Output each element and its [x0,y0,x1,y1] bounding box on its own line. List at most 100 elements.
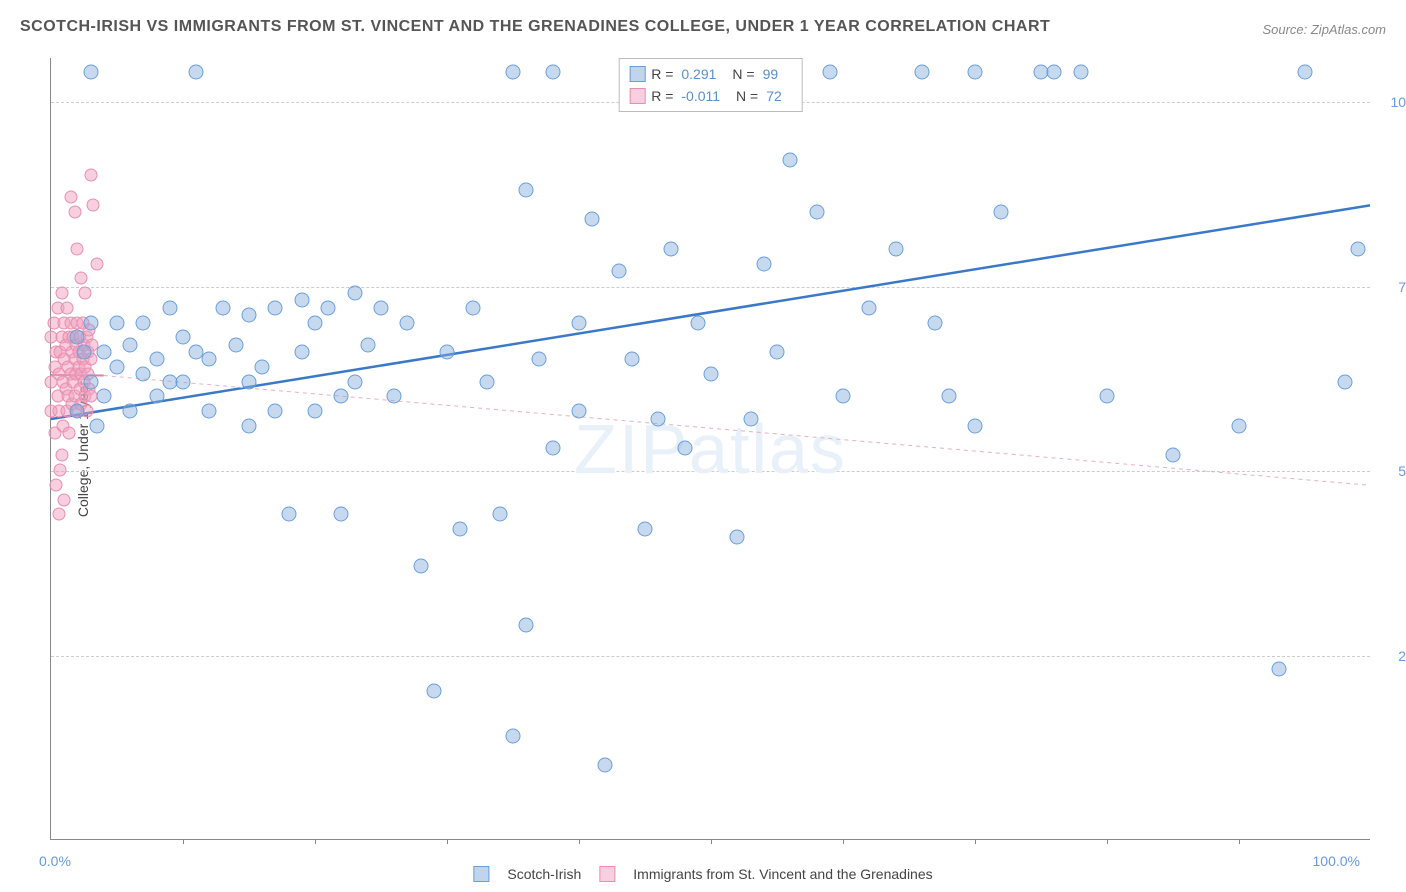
x-tick [447,839,448,844]
blue-point [453,522,468,537]
blue-point [176,330,191,345]
pink-point [63,427,76,440]
blue-point [1298,64,1313,79]
blue-point [294,293,309,308]
n-label: N = [732,66,754,82]
pink-point [52,508,65,521]
blue-point [268,404,283,419]
x-axis-min-label: 0.0% [39,853,71,869]
blue-point [202,404,217,419]
gridline [51,656,1370,657]
blue-point [572,315,587,330]
r-value: 0.291 [681,66,716,82]
blue-point [756,256,771,271]
blue-point [387,389,402,404]
y-tick-label: 25.0% [1380,648,1406,664]
blue-point [70,330,85,345]
blue-point [110,359,125,374]
pink-point [58,493,71,506]
y-tick-label: 50.0% [1380,463,1406,479]
blue-point [572,404,587,419]
blue-point [690,315,705,330]
blue-point [519,182,534,197]
blue-point [334,389,349,404]
blue-point [123,404,138,419]
blue-point [506,728,521,743]
blue-point [426,684,441,699]
blue-point [294,345,309,360]
pink-point [60,301,73,314]
blue-point [70,404,85,419]
blue-point [1350,241,1365,256]
blue-point [783,153,798,168]
x-tick [315,839,316,844]
blue-point [585,212,600,227]
blue-point [1166,448,1181,463]
n-label: N = [736,88,758,104]
source-attribution: Source: ZipAtlas.com [1262,22,1386,37]
blue-point [321,300,336,315]
correlation-legend: R = 0.291 N = 99 R = -0.011 N = 72 [618,58,803,112]
blue-point [281,507,296,522]
blue-point [836,389,851,404]
blue-point [255,359,270,374]
y-tick-label: 100.0% [1380,94,1406,110]
blue-point [360,337,375,352]
blue-point [1073,64,1088,79]
blue-point [242,418,257,433]
blue-point [1232,418,1247,433]
pink-point [84,390,97,403]
blue-point [123,337,138,352]
blue-point [77,345,92,360]
n-value: 99 [763,66,779,82]
pink-point [55,449,68,462]
pink-point [55,287,68,300]
blue-point [492,507,507,522]
blue-point [545,441,560,456]
blue-point [202,352,217,367]
blue-point [308,404,323,419]
pink-point [79,287,92,300]
series-label-pink: Immigrants from St. Vincent and the Gren… [633,866,932,882]
blue-point [611,263,626,278]
watermark-text: ZIPatlas [574,409,847,489]
plot-area: ZIPatlas College, Under 1 year R = 0.291… [50,58,1370,840]
blue-point [1337,374,1352,389]
blue-point [215,300,230,315]
pink-point [50,478,63,491]
blue-point [83,374,98,389]
x-tick [183,839,184,844]
pink-point [84,169,97,182]
swatch-blue-icon [473,866,489,882]
x-tick [843,839,844,844]
blue-point [730,529,745,544]
x-tick [711,839,712,844]
swatch-pink-icon [599,866,615,882]
blue-point [400,315,415,330]
blue-point [677,441,692,456]
series-legend: Scotch-Irish Immigrants from St. Vincent… [473,866,932,882]
swatch-blue-icon [629,66,645,82]
x-tick [1107,839,1108,844]
pink-point [71,242,84,255]
blue-point [162,300,177,315]
blue-point [743,411,758,426]
pink-point [87,198,100,211]
n-value: 72 [766,88,782,104]
blue-point [189,64,204,79]
blue-point [704,367,719,382]
blue-point [96,389,111,404]
blue-point [651,411,666,426]
blue-point [308,315,323,330]
blue-point [347,286,362,301]
blue-point [519,618,534,633]
x-tick [1239,839,1240,844]
blue-point [506,64,521,79]
blue-point [1100,389,1115,404]
r-value: -0.011 [681,88,720,104]
blue-point [268,300,283,315]
blue-point [110,315,125,330]
swatch-pink-icon [629,88,645,104]
blue-point [136,367,151,382]
blue-point [228,337,243,352]
